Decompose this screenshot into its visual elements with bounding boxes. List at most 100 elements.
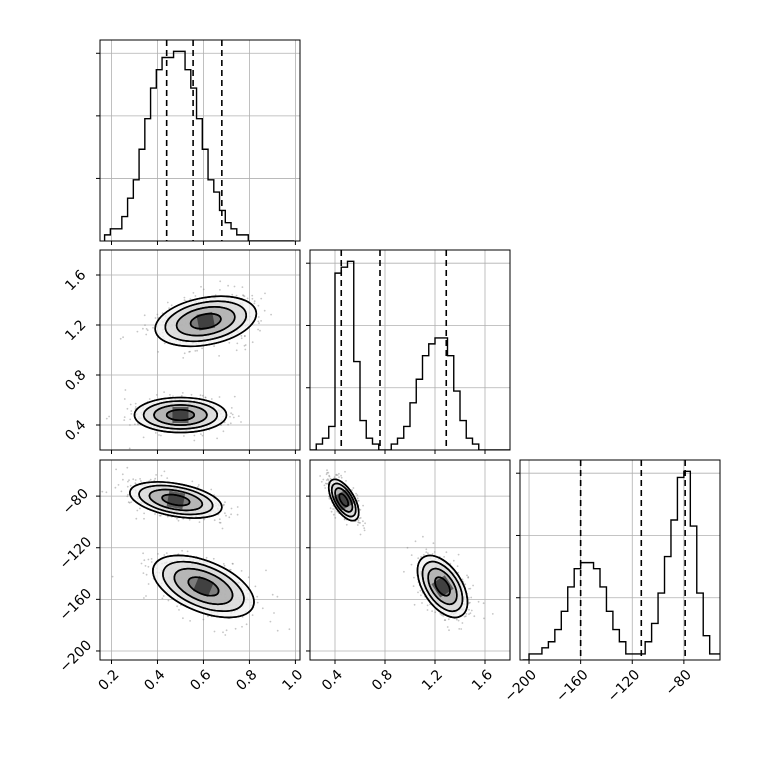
scatter-point [460, 628, 463, 630]
scatter-point [210, 488, 213, 491]
scatter-point [420, 555, 422, 558]
scatter-point [433, 551, 436, 553]
scatter-point [240, 570, 243, 572]
scatter-point [129, 424, 131, 426]
scatter-point [134, 402, 137, 405]
contour-line-2-1-1-1 [421, 560, 464, 613]
x-tick-label-0-3: 0.8 [233, 667, 260, 694]
y-tick-label-2-0: −200 [57, 637, 96, 676]
scatter-point [212, 557, 215, 560]
scatter-point [194, 350, 197, 352]
scatter-point [259, 329, 261, 332]
scatter-point [414, 540, 417, 543]
scatter-point [256, 601, 259, 604]
scatter-point [176, 517, 178, 520]
x-tick-label-1-3: 1.6 [469, 667, 496, 694]
scatter-point [201, 434, 204, 437]
scatter-point [355, 492, 357, 495]
density-core-1-0-1 [172, 407, 189, 423]
scatter-point [362, 524, 365, 527]
scatter-point [425, 551, 428, 553]
scatter-point [181, 392, 184, 394]
scatter-point [356, 524, 359, 526]
scatter-point [439, 612, 442, 615]
scatter-panel-2-1 [306, 460, 510, 664]
scatter-point [236, 506, 239, 508]
scatter-point [145, 328, 148, 330]
x-tick-label-0-1: 0.4 [141, 667, 168, 694]
contour-line-2-0-0-1 [138, 484, 214, 516]
scatter-point [338, 476, 340, 478]
contour-line-2-1-1-2 [427, 567, 458, 606]
scatter-point [270, 313, 272, 316]
scatter-point [108, 415, 110, 418]
scatter-point [129, 418, 132, 421]
scatter-point [243, 295, 246, 298]
scatter-point [445, 551, 448, 554]
scatter-point [234, 627, 237, 630]
scatter-point [221, 527, 224, 530]
scatter-point [196, 349, 199, 352]
scatter-point [194, 295, 197, 297]
scatter-point [158, 434, 160, 436]
scatter-point [357, 519, 360, 522]
scatter-point [198, 521, 201, 523]
scatter-point [235, 294, 238, 297]
scatter-point [233, 285, 236, 288]
scatter-point [469, 601, 471, 604]
scatter-point [273, 612, 275, 614]
scatter-point [204, 396, 207, 399]
scatter-point [183, 435, 185, 437]
scatter-point [191, 480, 194, 483]
scatter-point [340, 476, 343, 479]
scatter-point [336, 474, 339, 476]
scatter-point [190, 393, 193, 396]
scatter-point [216, 437, 219, 440]
scatter-point [335, 473, 338, 476]
scatter-point [356, 497, 359, 500]
scatter-point [325, 482, 328, 485]
scatter-point [327, 479, 330, 482]
scatter-point [461, 578, 464, 581]
scatter-point [145, 333, 148, 336]
scatter-point [101, 490, 104, 493]
scatter-point [183, 299, 186, 301]
contour-line-1-0-1-1 [142, 400, 219, 430]
contour-line-2-1-1-3 [434, 576, 451, 597]
scatter-point [162, 595, 165, 597]
scatter-point [236, 513, 239, 516]
scatter-point [242, 294, 244, 296]
hist-frame-1 [309, 249, 511, 451]
scatter-point [155, 474, 158, 476]
scatter-frame-2-1 [309, 459, 511, 661]
scatter-point [260, 320, 262, 322]
scatter-point [161, 312, 164, 315]
scatter-point [420, 594, 422, 597]
scatter-point [251, 297, 254, 300]
contour-line-2-0-1-3 [187, 576, 220, 597]
contour-line-2-0-1-2 [173, 567, 234, 606]
scatter-point [154, 317, 157, 319]
scatter-point [167, 599, 170, 602]
contour-line-2-1-0-1 [330, 482, 357, 518]
scatter-point [163, 554, 166, 556]
scatter-point [470, 596, 473, 599]
contour-line-2-1-1-0 [416, 554, 469, 619]
scatter-point [150, 561, 153, 563]
scatter-point [166, 301, 169, 304]
scatter-point [426, 604, 429, 607]
scatter-point [477, 600, 480, 603]
scatter-point [223, 503, 225, 506]
scatter-point [154, 513, 156, 515]
y-tick-label-1-0: 0.4 [62, 417, 89, 444]
scatter-point [105, 491, 108, 494]
scatter-content-2-0 [100, 460, 300, 660]
scatter-point [472, 584, 474, 587]
scatter-point [144, 565, 147, 567]
scatter-point [236, 342, 239, 345]
hist-panel-0 [96, 40, 300, 245]
scatter-frame-1-0 [99, 249, 301, 451]
scatter-point [467, 576, 470, 578]
contour-line-2-0-0-2 [148, 488, 204, 512]
scatter-point [319, 475, 321, 477]
